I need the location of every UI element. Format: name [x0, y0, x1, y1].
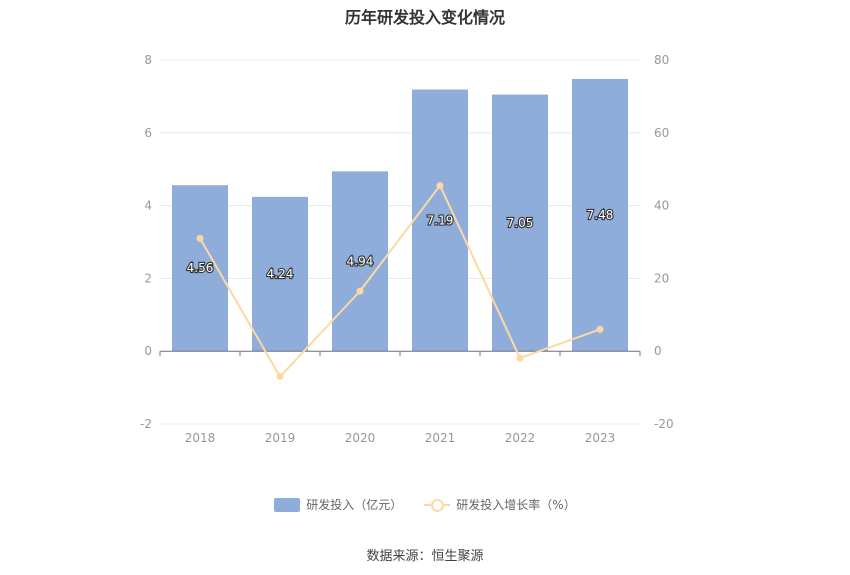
y-left-tick-label: -2	[140, 417, 152, 431]
y-left-tick-label: 2	[144, 271, 152, 285]
chart-title: 历年研发投入变化情况	[344, 8, 505, 27]
legend-bar-swatch-icon	[274, 497, 301, 512]
growth-point	[516, 354, 524, 362]
y-right-tick-label: -20	[654, 417, 674, 431]
x-tick-label: 2022	[505, 431, 536, 445]
y-left-tick-label: 4	[144, 199, 152, 213]
bar-value-label: 4.94	[347, 254, 374, 268]
y-left-tick-label: 8	[144, 53, 152, 67]
growth-point	[436, 182, 444, 190]
bar-value-labels: 4.56 4.24 4.94 7.19 7.05 7.48	[186, 207, 615, 282]
x-tick-label: 2023	[585, 431, 616, 445]
bar	[252, 196, 308, 352]
y-right-tick-label: 0	[654, 344, 662, 358]
bar-value-label: 4.24	[267, 267, 294, 281]
legend-item-line[interactable]: 研发投入增长率（%）	[424, 496, 576, 513]
line-series	[196, 182, 604, 381]
bar-series	[172, 78, 628, 352]
y-right-tick-label: 40	[654, 199, 669, 213]
y-left-tick-label: 6	[144, 126, 152, 140]
bar-value-label: 7.19	[427, 213, 454, 227]
legend-label-line: 研发投入增长率（%）	[456, 498, 576, 512]
bar-value-label: 4.56	[187, 261, 214, 275]
y-right-tick-label: 20	[654, 271, 669, 285]
y-right-tick-label: 80	[654, 53, 669, 67]
growth-point	[356, 287, 364, 295]
y-right-tick-label: 60	[654, 126, 669, 140]
data-source: 数据来源：恒生聚源	[366, 549, 484, 564]
growth-point	[276, 373, 284, 381]
bar-value-label: 7.05	[507, 216, 534, 230]
legend-line-swatch-icon	[424, 498, 451, 512]
bar	[332, 171, 388, 352]
legend-item-bar[interactable]: 研发投入（亿元）	[274, 496, 402, 513]
bar	[572, 78, 628, 352]
x-tick-label: 2020	[345, 431, 376, 445]
chart-legend: 研发投入（亿元） 研发投入增长率（%）	[0, 496, 850, 513]
x-tick-label: 2021	[425, 431, 456, 445]
bar	[492, 94, 548, 352]
y-left-tick-label: 0	[144, 344, 152, 358]
legend-label-bar: 研发投入（亿元）	[306, 498, 403, 512]
x-tick-label: 2018	[185, 431, 216, 445]
growth-point	[196, 234, 204, 242]
grid-lines	[160, 59, 640, 425]
bar-value-label: 7.48	[587, 208, 614, 222]
growth-line	[199, 183, 601, 379]
bar	[412, 89, 468, 352]
growth-point	[596, 325, 604, 333]
bar	[172, 185, 228, 352]
x-tick-label: 2019	[265, 431, 296, 445]
